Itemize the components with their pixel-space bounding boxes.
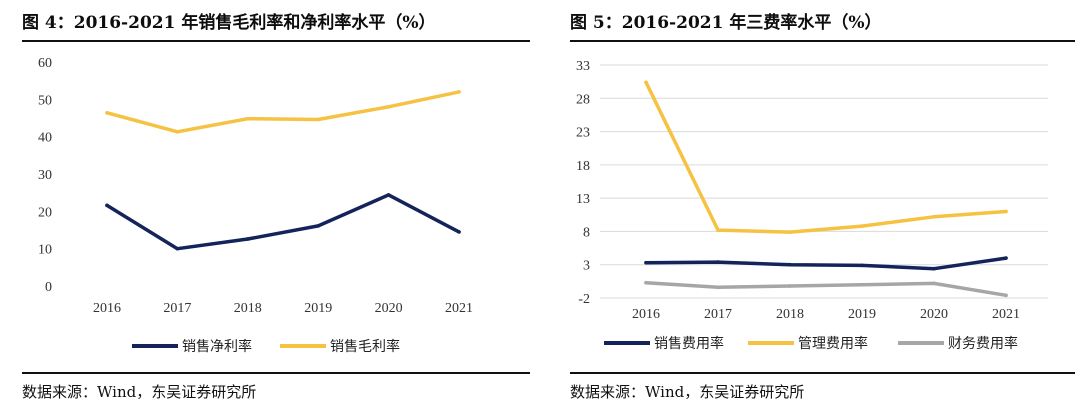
data-point — [175, 246, 180, 251]
x-tick-label: 2019 — [304, 301, 332, 316]
legend-label: 销售净利率 — [182, 338, 252, 355]
y-tick-label: 0 — [45, 280, 52, 295]
data-point — [1004, 209, 1008, 214]
chart-right: -2 3 8 13 18 23 28 33 2016 2017 2018 2019 2020 2021 销售… — [576, 59, 1048, 352]
data-point — [932, 281, 936, 286]
chart-title: 图 4：2016-2021 年销售毛利率和净利率水平（%） — [22, 13, 436, 33]
data-point — [1004, 256, 1008, 260]
series-line-3 — [644, 280, 1008, 298]
data-point — [932, 214, 936, 219]
x-tick-label: 2016 — [93, 301, 121, 316]
x-tick-label: 2017 — [704, 307, 732, 322]
x-tick-label: 2018 — [234, 301, 262, 316]
y-tick-label: 20 — [38, 205, 52, 220]
title-rule — [570, 40, 1075, 42]
data-source: 数据来源：Wind，东吴证券研究所 — [570, 383, 805, 401]
data-point — [386, 193, 391, 197]
y-tick-label: 8 — [583, 225, 590, 240]
x-tick-label: 2016 — [632, 307, 660, 322]
data-point — [788, 284, 792, 288]
data-point — [860, 282, 864, 287]
data-point — [246, 116, 250, 121]
title-rule — [22, 40, 530, 42]
data-point — [644, 260, 648, 265]
series-line-2 — [644, 80, 1008, 234]
data-point — [105, 203, 109, 208]
x-tick-label: 2020 — [375, 301, 403, 316]
x-tick-label: 2021 — [445, 301, 473, 316]
legend-label: 销售费用率 — [654, 335, 724, 352]
data-point — [644, 280, 648, 285]
data-point — [1004, 293, 1008, 298]
data-point — [644, 80, 648, 85]
data-point — [246, 237, 250, 241]
x-tick-label: 2019 — [848, 307, 876, 322]
chart-left: 0 10 20 30 40 50 60 2016 2017 2018 2019 2020 2021 销售净… — [38, 56, 473, 355]
data-point — [316, 224, 321, 228]
data-point — [788, 230, 792, 234]
y-tick-label: 30 — [38, 168, 52, 183]
y-tick-label: 3 — [583, 259, 590, 274]
y-tick-label: 33 — [576, 59, 590, 74]
data-point — [860, 263, 864, 268]
legend-label: 管理费用率 — [798, 335, 868, 352]
chart-title: 图 5：2016-2021 年三费率水平（%） — [570, 13, 882, 33]
x-tick-label: 2021 — [992, 307, 1020, 322]
data-point — [457, 90, 461, 94]
data-point — [716, 228, 720, 232]
data-point — [105, 110, 109, 115]
data-point — [457, 230, 461, 234]
data-point — [175, 130, 180, 134]
y-tick-label: 28 — [576, 92, 590, 107]
legend-label: 财务费用率 — [948, 335, 1018, 352]
data-point — [716, 260, 720, 264]
chart-panel-right: 图 5：2016-2021 年三费率水平（%） -2 3 8 13 18 23 28 33 20… — [548, 0, 1080, 415]
data-point — [932, 266, 936, 271]
chart-panel-left: 图 4：2016-2021 年销售毛利率和净利率水平（%） 0 10 20 30 40 5… — [0, 0, 530, 415]
x-tick-label: 2017 — [163, 301, 191, 316]
y-tick-label: 23 — [576, 126, 590, 141]
data-point — [788, 262, 792, 267]
data-point — [716, 285, 720, 290]
y-tick-label: -2 — [578, 292, 590, 307]
y-tick-label: 18 — [576, 159, 590, 174]
data-point — [316, 117, 321, 122]
series-line-1 — [644, 256, 1008, 271]
y-tick-label: 60 — [38, 56, 52, 71]
data-point — [860, 224, 864, 228]
y-tick-label: 50 — [38, 93, 52, 108]
x-tick-label: 2020 — [920, 307, 948, 322]
x-tick-label: 2018 — [776, 307, 804, 322]
source-rule — [570, 372, 1075, 374]
y-tick-label: 13 — [576, 192, 590, 207]
y-tick-label: 40 — [38, 131, 52, 146]
data-source: 数据来源：Wind，东吴证券研究所 — [22, 383, 257, 401]
y-tick-label: 10 — [38, 243, 52, 258]
series-line-1 — [105, 193, 461, 251]
legend-label: 销售毛利率 — [330, 338, 400, 355]
series-line-2 — [105, 90, 461, 134]
data-point — [386, 105, 391, 109]
source-rule — [22, 372, 530, 374]
